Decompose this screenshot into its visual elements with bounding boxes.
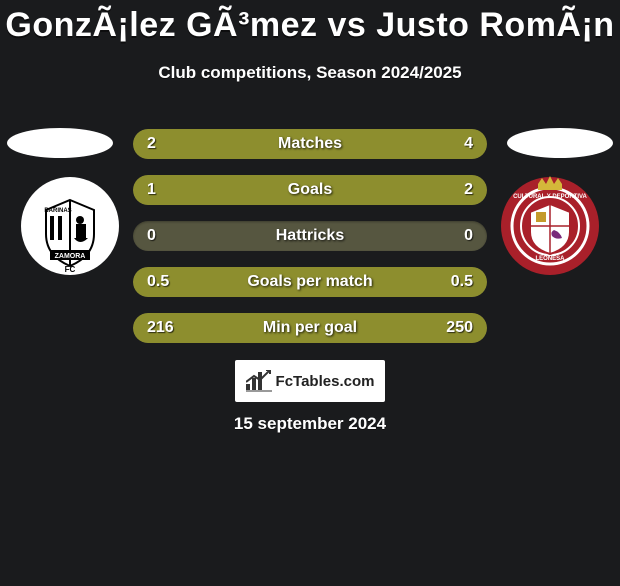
svg-text:BARINAS: BARINAS xyxy=(44,208,71,214)
right-ellipse-decoration xyxy=(507,128,613,158)
comparison-bar: 0.50.5Goals per match xyxy=(133,267,487,297)
page-subtitle: Club competitions, Season 2024/2025 xyxy=(0,63,620,83)
comparison-bar: 216250Min per goal xyxy=(133,313,487,343)
svg-text:ZAMORA: ZAMORA xyxy=(55,253,86,260)
bar-label: Min per goal xyxy=(133,313,487,343)
comparison-bars: 24Matches 12Goals 00Hattricks 0.50.5Goals p… xyxy=(133,129,487,359)
comparison-date: 15 september 2024 xyxy=(0,414,620,434)
svg-text:CULTURAL Y DEPORTIVA: CULTURAL Y DEPORTIVA xyxy=(513,194,587,200)
svg-text:FC: FC xyxy=(65,265,76,274)
bar-label: Matches xyxy=(133,129,487,159)
comparison-bar: 24Matches xyxy=(133,129,487,159)
bar-chart-icon xyxy=(246,370,272,392)
page-title: GonzÃ¡lez GÃ³mez vs Justo RomÃ¡n xyxy=(0,6,620,45)
left-team-crest: BARINAS ZAMORA FC xyxy=(20,176,120,276)
svg-text:LEONESA: LEONESA xyxy=(535,256,565,262)
bar-label: Goals xyxy=(133,175,487,205)
comparison-bar: 12Goals xyxy=(133,175,487,205)
right-team-crest: CULTURAL Y DEPORTIVA LEONESA xyxy=(500,176,600,276)
left-crest-svg: BARINAS ZAMORA FC xyxy=(20,176,120,276)
right-crest-svg: CULTURAL Y DEPORTIVA LEONESA xyxy=(500,176,600,276)
branding-text: FcTables.com xyxy=(276,373,375,390)
branding-box: FcTables.com xyxy=(235,360,385,402)
left-ellipse-decoration xyxy=(7,128,113,158)
bar-label: Hattricks xyxy=(133,221,487,251)
bar-label: Goals per match xyxy=(133,267,487,297)
comparison-bar: 00Hattricks xyxy=(133,221,487,251)
